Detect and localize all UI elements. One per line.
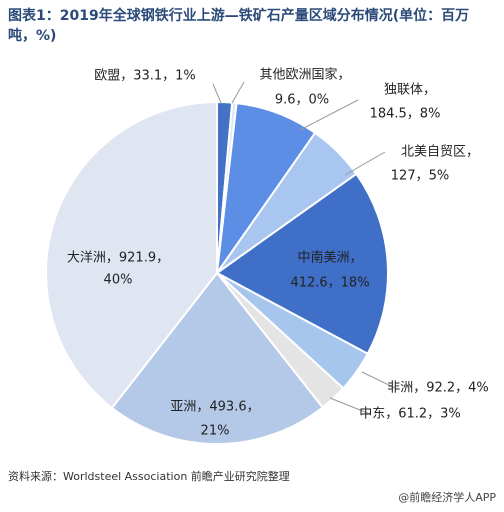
chart-title: 图表1：2019年全球钢铁行业上游—铁矿石产量区域分布情况(单位：百万吨，%) — [8, 8, 470, 44]
leader-line — [344, 151, 386, 176]
data-label: 中南美洲， — [297, 250, 362, 266]
data-label: 184.5，8% — [370, 107, 441, 122]
data-label: 北美自贸区， — [401, 145, 479, 160]
leader-line — [231, 81, 245, 104]
data-label: 中东，61.2，3% — [359, 407, 461, 422]
leader-line — [212, 83, 222, 104]
footer: @前瞻经济学人APP — [398, 491, 496, 504]
data-label: 21% — [201, 424, 230, 439]
chart: 欧盟，33.1，1% 其他欧洲国家， 9.6，0% 独联体， 184.5，8% 北美自贸区… — [45, 67, 489, 445]
data-label: 其他欧洲国家， — [259, 67, 350, 83]
data-label: 9.6，0% — [275, 93, 329, 108]
pie-slice — [45, 100, 218, 410]
data-label: 亚洲，493.6， — [170, 400, 259, 415]
data-label: 大洋洲，921.9， — [67, 251, 169, 266]
data-label: 40% — [104, 273, 133, 288]
data-label: 127，5% — [391, 169, 449, 184]
data-label: 非洲，92.2，4% — [387, 381, 489, 396]
leader-line — [299, 99, 359, 131]
leader-line — [329, 397, 371, 415]
pie-slice — [215, 172, 389, 356]
data-label: 412.6，18% — [290, 276, 369, 291]
data-label: 欧盟，33.1，1% — [94, 69, 196, 84]
leader-line — [361, 371, 396, 389]
pie-slice — [110, 271, 325, 445]
data-label: 独联体， — [384, 83, 436, 98]
source: 资料来源：Worldsteel Association 前瞻产业研究院整理 — [8, 470, 290, 483]
